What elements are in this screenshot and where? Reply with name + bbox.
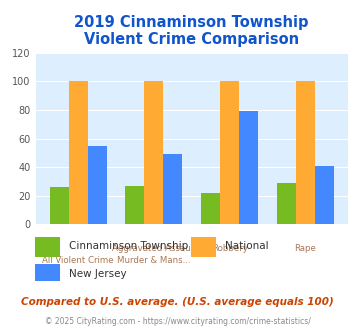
Title: 2019 Cinnaminson Township
Violent Crime Comparison: 2019 Cinnaminson Township Violent Crime … — [75, 15, 309, 48]
Text: New Jersey: New Jersey — [69, 269, 127, 279]
Text: © 2025 CityRating.com - https://www.cityrating.com/crime-statistics/: © 2025 CityRating.com - https://www.city… — [45, 317, 310, 326]
Bar — [315, 166, 334, 224]
Bar — [69, 82, 88, 224]
Text: All Violent Crime: All Violent Crime — [42, 256, 114, 265]
Text: Rape: Rape — [294, 245, 316, 253]
Text: National: National — [225, 241, 269, 251]
Bar — [220, 82, 239, 224]
Bar — [201, 193, 220, 224]
FancyBboxPatch shape — [191, 237, 216, 257]
Bar — [88, 146, 106, 224]
Bar — [50, 187, 69, 224]
Bar — [296, 82, 315, 224]
FancyBboxPatch shape — [35, 264, 60, 285]
Text: Cinnaminson Township: Cinnaminson Township — [69, 241, 188, 251]
Bar — [277, 183, 296, 224]
Bar — [239, 112, 258, 224]
Bar — [144, 82, 163, 224]
FancyBboxPatch shape — [35, 237, 60, 257]
Text: Murder & Mans...: Murder & Mans... — [117, 256, 191, 265]
Text: Robbery: Robbery — [212, 245, 247, 253]
Bar — [163, 154, 182, 224]
Text: Compared to U.S. average. (U.S. average equals 100): Compared to U.S. average. (U.S. average … — [21, 297, 334, 307]
Text: Aggravated Assault: Aggravated Assault — [111, 245, 196, 253]
Bar — [125, 186, 144, 224]
